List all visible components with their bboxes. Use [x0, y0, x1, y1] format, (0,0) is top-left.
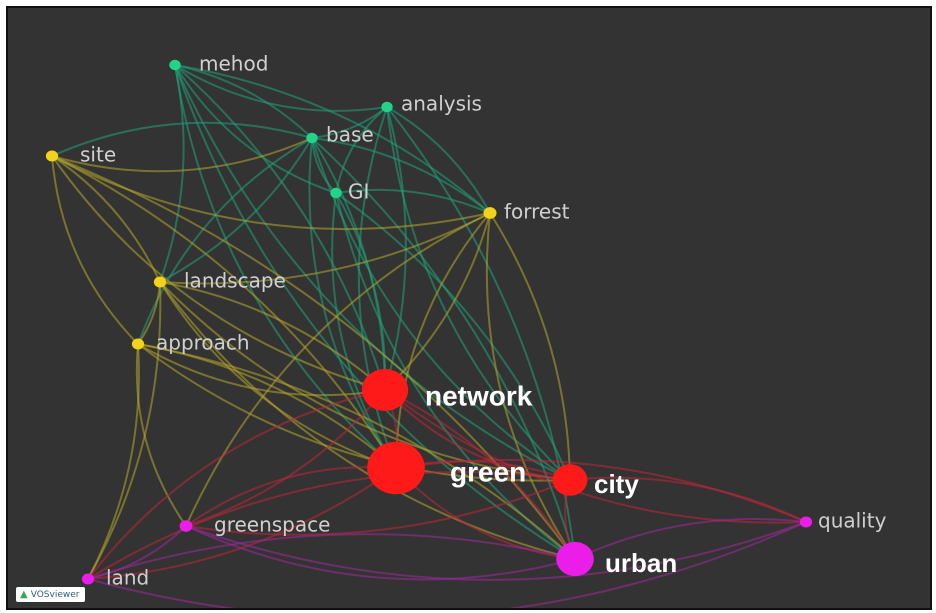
- link-city-greenspace: [185, 479, 571, 536]
- link-GI-city: [335, 192, 571, 481]
- link-land-urban: [87, 533, 576, 580]
- link-base-urban: [311, 137, 576, 560]
- node-green[interactable]: [367, 441, 425, 495]
- link-base-forrest: [311, 137, 491, 214]
- link-network-greenspace: [185, 389, 386, 527]
- link-network-land: [87, 389, 386, 580]
- node-label-greenspace[interactable]: greenspace: [214, 513, 330, 537]
- link-green-land: [87, 467, 397, 580]
- link-site-base: [51, 137, 313, 173]
- node-label-forrest[interactable]: forrest: [504, 200, 570, 224]
- node-site[interactable]: [45, 150, 59, 162]
- link-green-quality: [395, 459, 807, 523]
- labels-layer: mehod analysis base GI site forrest landscape a…: [80, 52, 887, 590]
- nodes-layer: [45, 59, 813, 585]
- link-mehod-forrest: [174, 64, 491, 214]
- link-greenspace-urban: [185, 525, 576, 581]
- node-approach[interactable]: [131, 338, 145, 350]
- node-city[interactable]: [552, 464, 588, 496]
- link-site-network: [51, 155, 386, 391]
- vosviewer-watermark: ▲ VOSviewer: [16, 587, 86, 602]
- node-forrest[interactable]: [483, 207, 497, 219]
- link-base-approach: [137, 137, 313, 345]
- link-base-site: [51, 121, 313, 157]
- link-forrest-green: [395, 212, 491, 469]
- link-forrest-greenspace: [185, 212, 491, 527]
- node-mehod[interactable]: [169, 59, 181, 71]
- link-analysis-green: [357, 106, 397, 469]
- link-mehod-base: [174, 64, 313, 139]
- link-forrest-network: [384, 212, 491, 391]
- link-approach-greenspace: [135, 343, 187, 527]
- link-forrest-urban: [485, 212, 576, 560]
- node-label-quality[interactable]: quality: [818, 509, 887, 533]
- node-label-analysis[interactable]: analysis: [401, 92, 482, 116]
- link-network-urban: [384, 389, 576, 560]
- node-label-land[interactable]: land: [106, 566, 149, 590]
- link-approach-urban: [137, 343, 576, 560]
- node-base[interactable]: [306, 132, 318, 144]
- node-label-city[interactable]: city: [594, 469, 639, 499]
- link-site-approach: [51, 155, 139, 345]
- link-mehod-green: [174, 64, 397, 469]
- link-landscape-network: [159, 281, 386, 391]
- link-approach-green: [137, 343, 397, 469]
- link-forrest-city: [489, 212, 571, 481]
- node-GI[interactable]: [330, 187, 342, 199]
- link-site-forrest: [51, 155, 491, 231]
- link-landscape-city: [159, 281, 571, 481]
- node-analysis[interactable]: [381, 101, 393, 113]
- link-mehod-GI: [174, 64, 337, 194]
- watermark-text: VOSviewer: [30, 589, 80, 600]
- link-city-quality: [569, 476, 807, 523]
- link-mehod-analysis: [174, 64, 388, 112]
- node-quality[interactable]: [799, 516, 813, 528]
- link-forrest-landscape: [159, 212, 491, 285]
- node-label-approach[interactable]: approach: [156, 331, 250, 355]
- link-land-quality: [87, 521, 807, 608]
- link-network-quality: [384, 389, 807, 524]
- node-landscape[interactable]: [153, 276, 167, 288]
- link-GI-green: [331, 192, 397, 469]
- link-site-landscape: [51, 155, 161, 283]
- node-label-GI[interactable]: GI: [348, 180, 369, 204]
- link-analysis-forrest: [386, 106, 491, 214]
- network-visualization: mehod analysis base GI site forrest landscape a…: [6, 6, 932, 610]
- link-approach-land: [87, 343, 140, 580]
- network-map: mehod analysis base GI site forrest landscape a…: [45, 52, 887, 608]
- node-urban[interactable]: [556, 541, 594, 577]
- link-greenspace-quality: [185, 521, 807, 581]
- vosviewer-logo-icon: ▲: [20, 589, 28, 600]
- link-landscape-land: [87, 281, 162, 580]
- node-label-site[interactable]: site: [80, 143, 116, 167]
- link-approach-network: [137, 343, 386, 397]
- links-layer: [51, 64, 807, 608]
- node-label-urban[interactable]: urban: [605, 548, 677, 578]
- link-mehod-landscape: [159, 64, 185, 283]
- node-label-green[interactable]: green: [450, 456, 526, 487]
- node-label-base[interactable]: base: [326, 123, 374, 147]
- node-greenspace[interactable]: [179, 520, 193, 532]
- link-landscape-green: [159, 281, 397, 469]
- link-city-land: [87, 471, 571, 580]
- node-network[interactable]: [361, 369, 409, 411]
- link-GI-network: [335, 192, 387, 391]
- node-label-landscape[interactable]: landscape: [184, 269, 286, 293]
- link-landscape-urban: [159, 281, 576, 560]
- link-site-green: [51, 155, 397, 469]
- node-label-mehod[interactable]: mehod: [199, 52, 268, 76]
- link-approach-city: [137, 343, 571, 482]
- link-urban-quality: [574, 518, 807, 560]
- link-GI-forrest: [335, 188, 491, 214]
- node-land[interactable]: [81, 573, 95, 585]
- node-label-network[interactable]: network: [425, 380, 533, 411]
